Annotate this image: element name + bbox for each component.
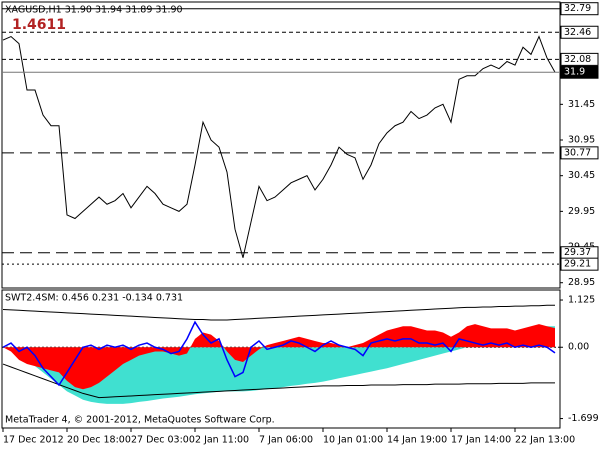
x-tick-label: 27 Dec 03:00 xyxy=(131,435,195,446)
x-tick-label: 20 Dec 18:00 xyxy=(67,435,131,446)
level-label-box xyxy=(560,257,599,271)
level-label-box xyxy=(560,25,599,39)
level-label-box xyxy=(560,52,599,66)
y-tick-label: 0.00 xyxy=(568,342,589,353)
level-label: 31.9 xyxy=(564,67,585,78)
y-tick-label: 30.95 xyxy=(568,135,595,146)
y-tick-label: 29.95 xyxy=(568,206,595,217)
chart-title: XAGUSD,H1 31.90 31.94 31.89 31.90 xyxy=(5,5,183,16)
indicator-line xyxy=(2,363,555,399)
level-label-box xyxy=(560,2,599,16)
level-label: 30.77 xyxy=(564,147,591,158)
level-label: 32.08 xyxy=(564,54,591,65)
level-label: 29.21 xyxy=(564,259,591,270)
level-label: 29.37 xyxy=(564,247,591,258)
x-tick-label: 2 Jan 11:00 xyxy=(195,435,249,446)
indicator-line xyxy=(2,320,556,387)
x-tick-label: 22 Jan 13:00 xyxy=(515,435,575,446)
x-tick-label: 10 Jan 01:00 xyxy=(323,435,383,446)
y-tick-label: 1.125 xyxy=(568,295,595,306)
x-tick-label: 17 Jan 14:00 xyxy=(451,435,511,446)
level-label-box xyxy=(560,65,599,79)
level-label: 32.46 xyxy=(564,27,591,38)
y-tick-label: 28.95 xyxy=(568,277,595,288)
level-label-box xyxy=(560,146,599,160)
y-tick-label: 30.45 xyxy=(568,170,595,181)
price-line xyxy=(2,35,556,258)
level-label: 32.79 xyxy=(564,3,591,14)
indicator-area xyxy=(3,326,555,404)
x-tick-label: 14 Jan 19:00 xyxy=(387,435,447,446)
indicator-area xyxy=(3,324,555,390)
x-tick-label: 7 Jan 06:00 xyxy=(259,435,313,446)
x-tick-label: 17 Dec 2012 xyxy=(3,435,64,446)
y-tick-label: 31.45 xyxy=(568,99,595,110)
indicator-title: SWT2.4SM: 0.456 0.231 -0.134 0.731 xyxy=(5,293,183,304)
y-tick-label: -1.699 xyxy=(568,413,599,424)
price-panel xyxy=(1,1,561,289)
indicator-line xyxy=(2,304,555,321)
annotation: 1.4611 xyxy=(12,17,66,33)
footer: MetaTrader 4, © 2001-2012, MetaQuotes So… xyxy=(5,415,275,426)
